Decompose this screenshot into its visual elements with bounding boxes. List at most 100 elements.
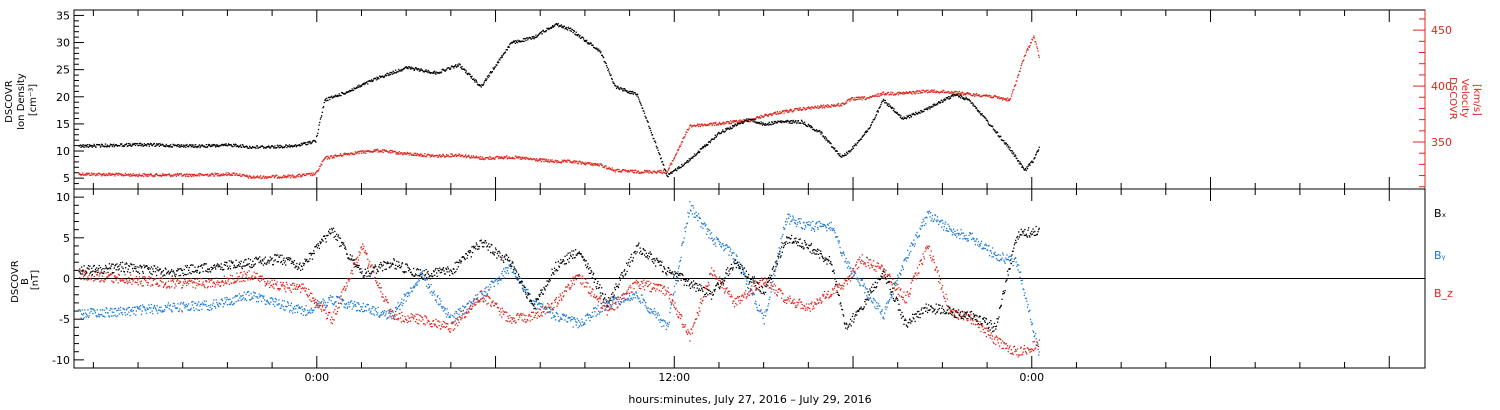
velocity-point bbox=[432, 154, 434, 156]
density-point bbox=[551, 26, 553, 28]
density-point bbox=[232, 145, 234, 148]
density-point bbox=[393, 72, 395, 75]
velocity-point bbox=[317, 169, 320, 172]
b-component-point bbox=[642, 298, 644, 300]
b-component-point bbox=[784, 227, 786, 230]
b-component-point bbox=[501, 273, 503, 275]
density-point bbox=[800, 119, 803, 121]
density-point bbox=[1035, 153, 1037, 155]
b-component-point bbox=[141, 310, 143, 312]
density-point bbox=[809, 125, 811, 128]
b-component-point bbox=[149, 311, 151, 314]
velocity-point bbox=[609, 168, 611, 170]
b-component-point bbox=[694, 213, 696, 215]
density-point bbox=[1023, 168, 1025, 170]
b-component-point bbox=[83, 279, 85, 281]
velocity-point bbox=[1010, 98, 1012, 100]
velocity-point bbox=[561, 161, 563, 163]
density-point bbox=[490, 72, 492, 74]
density-point bbox=[149, 143, 151, 146]
velocity-point bbox=[706, 124, 708, 127]
density-point bbox=[182, 144, 184, 146]
density-point bbox=[648, 125, 650, 127]
b-component-point bbox=[146, 307, 148, 309]
density-point bbox=[239, 145, 241, 147]
density-point bbox=[746, 118, 748, 120]
b-component-point bbox=[468, 300, 471, 302]
density-point bbox=[315, 141, 317, 143]
velocity-point bbox=[224, 173, 227, 176]
density-point bbox=[948, 98, 950, 100]
b-component-point bbox=[126, 308, 128, 310]
velocity-point bbox=[421, 153, 423, 155]
b-component-point bbox=[94, 312, 97, 314]
density-point bbox=[824, 137, 826, 140]
b-component-point bbox=[728, 254, 730, 256]
velocity-point bbox=[230, 174, 232, 177]
b-component-point bbox=[920, 225, 922, 227]
velocity-point bbox=[778, 113, 780, 115]
b-component-point bbox=[191, 304, 194, 306]
density-point bbox=[492, 67, 494, 69]
density-point bbox=[377, 78, 379, 80]
velocity-point bbox=[307, 172, 309, 175]
b-component-point bbox=[953, 233, 955, 235]
velocity-point bbox=[564, 159, 566, 162]
velocity-point bbox=[1006, 97, 1009, 99]
velocity-point bbox=[467, 155, 469, 157]
velocity-point bbox=[932, 90, 934, 92]
velocity-point bbox=[455, 155, 458, 158]
b-component-point bbox=[1017, 269, 1019, 271]
velocity-point bbox=[846, 100, 848, 102]
b-component-point bbox=[657, 312, 659, 314]
density-point bbox=[596, 48, 598, 50]
density-point bbox=[158, 143, 160, 145]
velocity-point bbox=[658, 171, 661, 173]
velocity-point bbox=[462, 156, 464, 158]
b-component-point bbox=[787, 213, 789, 215]
velocity-point bbox=[430, 154, 432, 156]
density-point bbox=[881, 100, 883, 102]
density-point bbox=[129, 143, 131, 145]
b-component-point bbox=[489, 283, 491, 286]
density-point bbox=[324, 98, 327, 100]
velocity-point bbox=[606, 167, 608, 169]
b-component-point bbox=[743, 271, 745, 274]
b-component-point bbox=[438, 304, 440, 306]
velocity-point bbox=[773, 112, 775, 115]
b-component-point bbox=[926, 217, 928, 219]
density-point bbox=[322, 107, 324, 109]
density-point bbox=[466, 73, 468, 75]
b-component-point bbox=[914, 243, 916, 245]
velocity-point bbox=[600, 163, 602, 165]
b-component-point bbox=[311, 311, 314, 313]
velocity-point bbox=[537, 159, 539, 161]
b-component-point bbox=[957, 234, 960, 236]
velocity-point bbox=[1028, 46, 1031, 48]
velocity-point bbox=[771, 114, 773, 116]
b-component-point bbox=[848, 265, 850, 268]
b-component-point bbox=[912, 243, 914, 246]
b-component-point bbox=[383, 310, 386, 312]
b-component-point bbox=[933, 218, 935, 220]
density-point bbox=[111, 145, 113, 148]
density-point bbox=[725, 129, 728, 131]
b-component-point bbox=[885, 302, 888, 304]
density-point bbox=[499, 59, 501, 61]
density-point bbox=[402, 68, 404, 71]
b-component-point bbox=[308, 311, 310, 313]
b-component-point bbox=[978, 245, 980, 248]
b-component-point bbox=[244, 299, 246, 301]
b-component-point bbox=[126, 282, 129, 285]
density-point bbox=[894, 110, 896, 113]
b-component-point bbox=[347, 301, 350, 303]
b-component-point bbox=[970, 233, 972, 235]
density-point bbox=[384, 74, 386, 77]
density-point bbox=[771, 121, 773, 123]
b-component-point bbox=[856, 277, 858, 279]
density-point bbox=[617, 85, 619, 87]
b-component-point bbox=[987, 249, 989, 251]
b-component-point bbox=[918, 235, 921, 237]
velocity-point bbox=[723, 122, 726, 124]
